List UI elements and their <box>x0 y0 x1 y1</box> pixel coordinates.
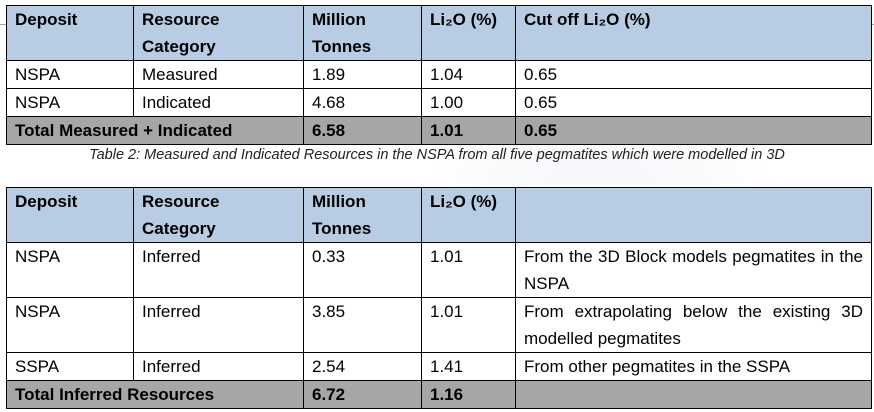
total-label: Total Inferred Resources <box>6 380 304 409</box>
header-cutoff: Cut off Li₂O (%) <box>515 5 872 61</box>
table-row: NSPA Inferred 0.33 1.01 From the 3D Bloc… <box>6 242 872 298</box>
total-row: Total Measured + Indicated 6.58 1.01 0.6… <box>6 116 872 145</box>
table-row: NSPA Indicated 4.68 1.00 0.65 <box>6 88 872 117</box>
cell-tonnes: 1.89 <box>303 60 422 89</box>
total-cutoff: 0.65 <box>515 116 872 145</box>
cell-note: From the 3D Block models pegmatites in t… <box>515 242 872 298</box>
cell-grade: 1.01 <box>421 242 516 298</box>
cell-deposit: NSPA <box>6 88 134 117</box>
cell-grade: 1.04 <box>421 60 516 89</box>
cell-cutoff: 0.65 <box>515 88 872 117</box>
total-tonnes: 6.72 <box>303 380 422 409</box>
cell-category: Inferred <box>133 297 304 353</box>
header-deposit: Deposit <box>6 187 134 243</box>
header-resource-category: Resource Category <box>133 5 304 61</box>
cell-tonnes: 3.85 <box>303 297 422 353</box>
measured-indicated-resources-table: Deposit Resource Category Million Tonnes… <box>6 5 872 145</box>
cell-cutoff: 0.65 <box>515 60 872 89</box>
header-note <box>515 187 872 243</box>
cell-tonnes: 4.68 <box>303 88 422 117</box>
header-deposit: Deposit <box>6 5 134 61</box>
table-row: NSPA Inferred 3.85 1.01 From extrapolati… <box>6 297 872 353</box>
cell-tonnes: 2.54 <box>303 352 422 381</box>
total-tonnes: 6.58 <box>303 116 422 145</box>
header-li2o: Li₂O (%) <box>421 5 516 61</box>
total-grade: 1.01 <box>421 116 516 145</box>
cell-category: Inferred <box>133 242 304 298</box>
cell-note: From extrapolating below the existing 3D… <box>515 297 872 353</box>
cell-tonnes: 0.33 <box>303 242 422 298</box>
cell-category: Measured <box>133 60 304 89</box>
table-row: SSPA Inferred 2.54 1.41 From other pegma… <box>6 352 872 381</box>
total-note <box>515 380 872 409</box>
table-header-row: Deposit Resource Category Million Tonnes… <box>6 5 872 61</box>
cell-category: Indicated <box>133 88 304 117</box>
cell-deposit: NSPA <box>6 60 134 89</box>
cell-category: Inferred <box>133 352 304 381</box>
table-header-row: Deposit Resource Category Million Tonnes… <box>6 187 872 243</box>
table-row: NSPA Measured 1.89 1.04 0.65 <box>6 60 872 89</box>
cell-grade: 1.00 <box>421 88 516 117</box>
header-million-tonnes: Million Tonnes <box>303 5 422 61</box>
table-caption: Table 2: Measured and Indicated Resource… <box>89 147 785 163</box>
total-label: Total Measured + Indicated <box>6 116 304 145</box>
cell-grade: 1.41 <box>421 352 516 381</box>
cell-deposit: NSPA <box>6 297 134 353</box>
header-li2o: Li₂O (%) <box>421 187 516 243</box>
header-million-tonnes: Million Tonnes <box>303 187 422 243</box>
cell-grade: 1.01 <box>421 297 516 353</box>
cell-deposit: NSPA <box>6 242 134 298</box>
cell-deposit: SSPA <box>6 352 134 381</box>
cell-note: From other pegmatites in the SSPA <box>515 352 872 381</box>
inferred-resources-table: Deposit Resource Category Million Tonnes… <box>6 187 872 409</box>
header-resource-category: Resource Category <box>133 187 304 243</box>
total-row: Total Inferred Resources 6.72 1.16 <box>6 380 872 409</box>
total-grade: 1.16 <box>421 380 516 409</box>
